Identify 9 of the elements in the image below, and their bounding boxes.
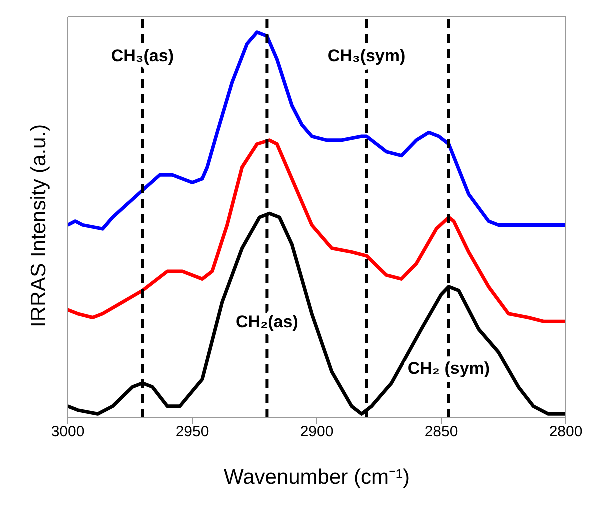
x-tick-label: 2950 bbox=[176, 424, 210, 441]
x-tick-label: 3000 bbox=[51, 424, 85, 441]
x-tick-label: 2900 bbox=[300, 424, 334, 441]
annotation: CH₃(sym) bbox=[328, 46, 406, 66]
x-axis-title: Wavenumber (cm⁻¹) bbox=[224, 466, 410, 489]
x-tick-label: 2850 bbox=[424, 424, 458, 441]
x-tick-label: 2800 bbox=[549, 424, 583, 441]
annotation: CH₃(as) bbox=[111, 46, 174, 66]
y-axis-title: IRRAS Intensity (a.u.) bbox=[27, 124, 50, 328]
